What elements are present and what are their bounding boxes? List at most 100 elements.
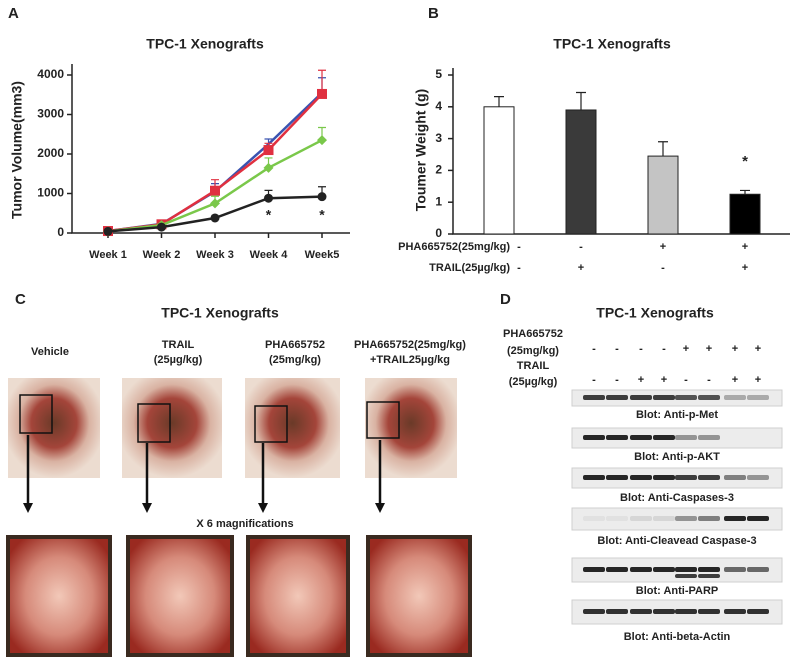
treatment-label: PHA665752(25mg/kg)	[398, 241, 510, 253]
treatment-sign: +	[732, 343, 738, 355]
blot-band	[675, 574, 697, 578]
blot-band	[606, 609, 628, 614]
blot-band	[724, 567, 746, 572]
y-tick-label: 1000	[37, 186, 64, 200]
blot-band	[630, 567, 652, 572]
blot-band	[630, 395, 652, 400]
column-label: PHA665752	[265, 339, 325, 351]
blot-band	[698, 475, 720, 480]
blot-strip	[571, 507, 783, 531]
treatment-label: (25µg/kg)	[509, 376, 558, 388]
point	[103, 226, 113, 236]
treatment-label: PHA665752	[503, 328, 563, 340]
blot-band	[653, 567, 675, 572]
blot-band	[675, 395, 697, 400]
arrowhead	[23, 503, 33, 513]
treatment-sign: -	[662, 343, 666, 355]
y-axis-label: Tumor Volume(mm3)	[9, 81, 25, 219]
column-label: PHA665752(25mg/kg)	[354, 339, 466, 351]
blot-band	[724, 475, 746, 480]
treatment-sign: +	[742, 262, 748, 274]
arrows	[26, 435, 382, 505]
annotation: *	[319, 207, 325, 223]
magnification-label: X 6 magnifications	[196, 518, 293, 530]
y-tick-label: 4	[435, 99, 442, 113]
blot-band	[653, 516, 675, 521]
magnified-photo	[366, 535, 472, 657]
treatment-sign: +	[578, 262, 584, 274]
treatment-sign: +	[638, 374, 644, 386]
point	[263, 162, 274, 173]
blot-band	[675, 516, 697, 521]
blot-strip	[571, 427, 783, 449]
error-bar	[658, 141, 668, 157]
blot-band	[698, 395, 720, 400]
blot-band	[747, 475, 769, 480]
point	[210, 198, 220, 209]
blot-band	[630, 516, 652, 521]
blot-band	[606, 475, 628, 480]
blot-band	[583, 395, 605, 400]
blot-band	[630, 475, 652, 480]
error-bar	[576, 91, 586, 110]
blot-band	[653, 395, 675, 400]
blot-label: Blot: Anti-Caspases-3	[620, 492, 734, 504]
treatment-sign: -	[615, 374, 619, 386]
x-tick-label: Week5	[305, 249, 340, 261]
y-tick-label: 1	[435, 194, 442, 208]
treatment-sign: +	[683, 343, 689, 355]
y-tick-label: 4000	[37, 67, 64, 81]
treatment-label: TRAIL(25µg/kg)	[429, 262, 510, 274]
blot-band	[675, 567, 697, 572]
blot-band	[606, 567, 628, 572]
magnified-photo	[246, 535, 350, 657]
blot-band	[724, 395, 746, 400]
blot-band	[675, 609, 697, 614]
y-tick-label: 3	[435, 131, 442, 145]
treatment-sign: +	[706, 343, 712, 355]
blot-band	[630, 609, 652, 614]
panel-label: C	[15, 291, 26, 308]
arrowhead	[375, 503, 385, 513]
treatment-sign: +	[755, 343, 761, 355]
y-tick-label: 3000	[37, 107, 64, 121]
point	[263, 145, 274, 156]
treatment-sign: -	[592, 374, 596, 386]
error-bar	[494, 96, 504, 107]
x-tick-label: Week 2	[143, 249, 181, 261]
blot-band	[747, 395, 769, 400]
panel-label: A	[8, 5, 19, 22]
zoom-box	[19, 394, 53, 434]
annotation: *	[266, 207, 272, 223]
blot-band	[606, 395, 628, 400]
annotation: *	[742, 153, 748, 170]
blot-band	[747, 567, 769, 572]
blot-band	[724, 609, 746, 614]
point	[157, 222, 166, 232]
magnified-photo	[6, 535, 112, 657]
blot-band	[675, 435, 697, 440]
blot-band	[724, 516, 746, 521]
photo	[8, 378, 100, 478]
treatment-sign: +	[732, 374, 738, 386]
blot-band	[583, 609, 605, 614]
treatment-sign: -	[684, 374, 688, 386]
point	[210, 185, 220, 196]
series-line	[107, 93, 323, 233]
arrowhead	[142, 503, 152, 513]
panel-label: D	[500, 291, 511, 308]
blot-band	[606, 516, 628, 521]
blot-label: Blot: Anti-p-AKT	[634, 451, 720, 463]
column-label: Vehicle	[31, 346, 69, 358]
blot-band	[630, 435, 652, 440]
treatment-sign: -	[579, 241, 583, 253]
error-bar	[740, 189, 750, 195]
y-axis-label: Toumer Weight (g)	[413, 89, 429, 211]
blot-band	[583, 435, 605, 440]
treatment-sign: -	[661, 262, 665, 274]
blot-band	[653, 475, 675, 480]
zoom-box	[137, 403, 171, 443]
bar	[565, 109, 597, 235]
blot-label: Blot: Anti-p-Met	[636, 409, 718, 421]
